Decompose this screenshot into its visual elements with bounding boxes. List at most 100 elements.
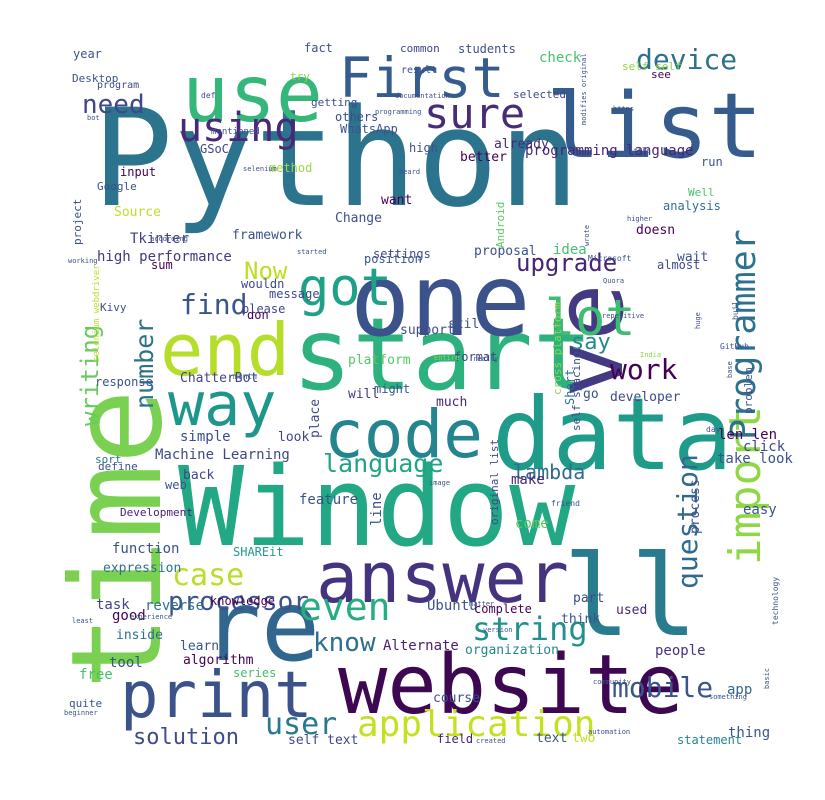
- cloud-word: image: [429, 479, 450, 487]
- cloud-word: application: [357, 704, 595, 745]
- cloud-word: process: [688, 479, 703, 534]
- cloud-word: result: [401, 65, 437, 76]
- cloud-word: ll: [563, 532, 698, 662]
- cloud-word: input: [120, 165, 156, 179]
- cloud-word: line: [369, 492, 385, 526]
- cloud-word: much: [436, 395, 467, 410]
- cloud-word: Android: [494, 202, 507, 248]
- cloud-word: position: [364, 252, 422, 266]
- cloud-word: heard: [399, 168, 420, 176]
- cloud-word: Tkinter: [130, 231, 189, 247]
- cloud-word: time: [45, 389, 190, 690]
- cloud-word: started: [297, 248, 327, 256]
- cloud-word: selenium: [243, 165, 277, 173]
- cloud-word: better: [460, 150, 507, 165]
- cloud-word: lambda: [513, 460, 585, 484]
- cloud-word: Programmer: [724, 229, 764, 440]
- cloud-word: knowledge: [210, 594, 275, 608]
- cloud-word: Quora: [603, 277, 624, 285]
- cloud-word: version: [483, 626, 513, 634]
- cloud-word: platform: [348, 353, 411, 368]
- cloud-word: list: [546, 74, 763, 179]
- cloud-word: something: [709, 693, 747, 701]
- cloud-word: students: [458, 42, 516, 56]
- cloud-word: GitHub: [720, 342, 749, 351]
- cloud-word: really: [473, 355, 498, 363]
- cloud-word: want: [381, 193, 412, 208]
- cloud-word: self self: [622, 60, 682, 73]
- cloud-word: app: [727, 682, 752, 698]
- cloud-word: field: [437, 732, 473, 746]
- cloud-word: used: [616, 603, 647, 618]
- cloud-word: one: [350, 242, 531, 359]
- cloud-word: reverse: [145, 598, 204, 614]
- cloud-word: buil: [731, 301, 740, 320]
- cloud-word: quite: [69, 697, 102, 710]
- cloud-word: SHAREit: [233, 545, 284, 559]
- cloud-word: wrote: [583, 225, 591, 246]
- cloud-word: Python: [92, 80, 580, 237]
- cloud-word: import: [720, 406, 771, 565]
- cloud-word: programming: [375, 108, 421, 116]
- cloud-word: Machine Learning: [155, 447, 290, 463]
- cloud-word: self spacing: [570, 352, 583, 431]
- cloud-word: learn: [180, 639, 219, 654]
- cloud-word: little: [625, 147, 650, 155]
- cloud-word: sort: [95, 453, 122, 466]
- cloud-word: settings: [373, 247, 431, 261]
- cloud-word: response: [95, 375, 153, 389]
- cloud-word: Now: [244, 257, 288, 285]
- cloud-word: friend: [551, 499, 580, 508]
- cloud-word: month: [233, 372, 257, 381]
- cloud-word: least: [72, 617, 93, 625]
- cloud-word: lot: [545, 289, 635, 347]
- cloud-word: take look: [717, 451, 793, 467]
- cloud-word: start: [292, 296, 593, 413]
- cloud-word: please: [242, 302, 285, 316]
- cloud-word: part: [573, 591, 604, 606]
- cloud-word: Short: [563, 369, 577, 405]
- cloud-word: message: [269, 287, 320, 301]
- cloud-word: almost: [657, 258, 700, 272]
- cloud-word: India: [640, 351, 661, 359]
- cloud-word: others: [335, 110, 378, 124]
- cloud-word: even: [299, 585, 391, 629]
- cloud-word: print: [120, 659, 313, 733]
- cloud-word: easy: [743, 502, 777, 518]
- cloud-word: Well: [688, 186, 715, 199]
- cloud-word: complete: [474, 602, 532, 616]
- cloud-word: selected: [513, 88, 566, 101]
- cloud-word: wait: [677, 250, 708, 265]
- cloud-word: come: [515, 516, 549, 532]
- cloud-word: programming language: [525, 143, 694, 159]
- cloud-word: sure: [424, 89, 525, 138]
- cloud-word: work: [610, 353, 678, 386]
- cloud-word: Google: [97, 180, 137, 193]
- cloud-word: way: [168, 370, 276, 440]
- cloud-word: expression: [103, 561, 181, 576]
- cloud-word: automation: [588, 728, 630, 736]
- cloud-word: experience: [130, 613, 172, 621]
- cloud-word: getting: [311, 96, 357, 109]
- cloud-word: mobile: [612, 671, 713, 704]
- cloud-word: Microsoft: [588, 254, 632, 263]
- cloud-word: think: [561, 612, 600, 627]
- cloud-word: question: [671, 454, 704, 589]
- cloud-word: created: [476, 737, 506, 745]
- cloud-word: len len: [718, 427, 777, 443]
- cloud-word: huge: [694, 312, 702, 329]
- cloud-word: support: [400, 323, 455, 338]
- cloud-word: feature: [299, 492, 358, 508]
- cloud-word: find: [180, 288, 247, 321]
- cloud-word: tool: [109, 655, 143, 671]
- cloud-word: Source: [114, 205, 161, 220]
- cloud-word: proposal: [474, 244, 537, 259]
- cloud-word: thing: [728, 725, 770, 741]
- cloud-word: end: [160, 308, 290, 392]
- cloud-word: text: [536, 731, 567, 746]
- cloud-word: got: [298, 258, 392, 318]
- cloud-word: def: [201, 91, 216, 100]
- cloud-word: fact: [304, 41, 333, 55]
- cloud-word: user: [265, 707, 337, 742]
